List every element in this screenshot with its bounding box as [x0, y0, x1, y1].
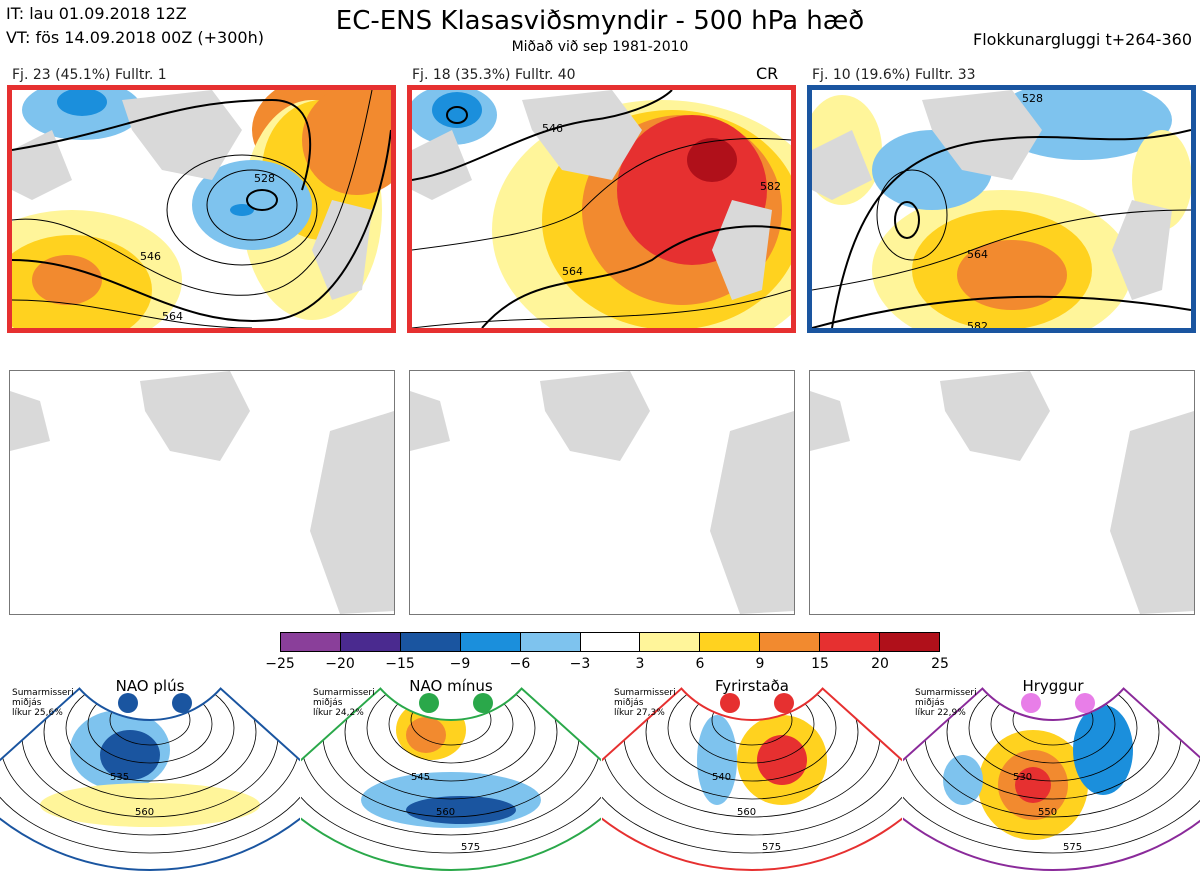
- regime-dot-icon: [720, 693, 740, 713]
- cluster-3-contour-label: 528: [1022, 92, 1043, 105]
- cluster-3-label: Fj. 10 (19.6%) Fulltr. 33: [812, 67, 976, 83]
- regime-info: Sumarmisseri miðjás líkur 24,2%: [313, 688, 375, 718]
- regime-dot-icon: [774, 693, 794, 713]
- colorbar-tick-label: −25: [265, 656, 295, 672]
- regime-fan-map: 530 550 575: [903, 687, 1200, 871]
- colorbar-tick-label: −15: [385, 656, 415, 672]
- colorbar-box: [339, 633, 400, 651]
- regime-panel: 545 560 575 NAO mínus Sumarmisseri miðjás líku…: [301, 677, 601, 871]
- regime-contour-label: 575: [762, 842, 781, 853]
- regime-fan-map: 540 560 575: [602, 687, 902, 871]
- colorbar-tick-label: −20: [325, 656, 355, 672]
- regime-name: NAO mínus: [409, 677, 493, 695]
- initial-time: IT: lau 01.09.2018 12Z: [6, 4, 187, 23]
- cluster-1-contour-label: 546: [140, 250, 161, 263]
- regime-contour-label: 530: [1013, 772, 1032, 783]
- cluster-2-contour-label: 582: [760, 180, 781, 193]
- window-label: Flokkunargluggi t+264-360: [973, 30, 1192, 49]
- cluster-3-map: 528 564 582: [807, 85, 1196, 333]
- regime-name: NAO plús: [115, 677, 185, 695]
- regime-contour-label: 575: [1063, 842, 1082, 853]
- colorbar-tick-label: −6: [509, 656, 531, 672]
- empty-map-2: [409, 370, 795, 615]
- colorbar-box: [759, 633, 820, 651]
- regime-contour-label: 540: [712, 772, 731, 783]
- colorbar-box: [639, 633, 700, 651]
- colorbar-box: [579, 633, 640, 651]
- colorbar-tick-label: 15: [811, 656, 829, 672]
- cluster-3-contour-label: 564: [967, 248, 988, 261]
- cluster-3-contour-label: 582: [967, 320, 988, 328]
- regime-contour-label: 550: [1038, 807, 1057, 818]
- colorbar-box: [399, 633, 460, 651]
- colorbar-tick-label: −9: [449, 656, 471, 672]
- colorbar-tick-label: 20: [871, 656, 889, 672]
- regime-panel: 530 550 575 Hryggur Sumarmisseri miðjás líkur …: [903, 677, 1200, 871]
- cluster-2-contour-label: 564: [562, 265, 583, 278]
- colorbar-tick-label: 25: [931, 656, 949, 672]
- regime-info: Sumarmisseri miðjás líkur 25,6%: [12, 688, 74, 718]
- regime-contour-label: 545: [411, 772, 430, 783]
- page-subtitle: Miðað við sep 1981-2010: [511, 39, 689, 55]
- regime-panel: 535 560 NAO plús Sumarmisseri miðjás líkur 25…: [0, 677, 300, 871]
- cluster-1-map: 528 546 564: [7, 85, 396, 333]
- regime-name: Hryggur: [1022, 677, 1084, 695]
- regime-info: Sumarmisseri miðjás líkur 27,3%: [614, 688, 676, 718]
- cluster-2-map: 546 564 582: [407, 85, 796, 333]
- regime-fan-map: 545 560 575: [301, 687, 601, 871]
- colorbar-box: [519, 633, 580, 651]
- regime-panels: 535 560 NAO plús Sumarmisseri miðjás líkur 25…: [0, 677, 1200, 871]
- regime-contour-label: 535: [110, 772, 129, 783]
- colorbar-box: [819, 633, 880, 651]
- regime-dot-icon: [1075, 693, 1095, 713]
- regime-dot-icon: [419, 693, 439, 713]
- regime-dot-icon: [118, 693, 138, 713]
- cluster-1-label: Fj. 23 (45.1%) Fulltr. 1: [12, 67, 167, 83]
- colorbar-tick-label: −3: [569, 656, 591, 672]
- regime-dot-icon: [473, 693, 493, 713]
- regime-fan-map: 535 560: [0, 687, 300, 871]
- regime-name: Fyrirstaða: [715, 677, 789, 695]
- cluster-1-contour-label: 528: [254, 172, 275, 185]
- regime-panel: 540 560 575 Fyrirstaða Sumarmisseri miðjás lík…: [602, 677, 902, 871]
- regime-contour-label: 560: [135, 807, 154, 818]
- cluster-2-contour-label: 546: [542, 122, 563, 135]
- valid-time: VT: fös 14.09.2018 00Z (+300h): [6, 28, 264, 47]
- colorbar-tick-label: 6: [695, 656, 705, 672]
- colorbar: [280, 632, 940, 652]
- colorbar-box: [459, 633, 520, 651]
- regime-contour-label: 560: [436, 807, 455, 818]
- cluster-2-label: Fj. 18 (35.3%) Fulltr. 40: [412, 67, 576, 83]
- regime-contour-label: 560: [737, 807, 756, 818]
- cluster-1-contour-label: 564: [162, 310, 183, 323]
- colorbar-box: [281, 633, 340, 651]
- cluster-2-tag: CR: [756, 64, 779, 83]
- regime-dot-icon: [172, 693, 192, 713]
- empty-map-3: [809, 370, 1195, 615]
- empty-map-1: [9, 370, 395, 615]
- colorbar-box: [879, 633, 939, 651]
- colorbar-ticks: −25 −20 −15 −9 −6 −3 3 6 9 15 20 25: [265, 656, 955, 674]
- regime-dot-icon: [1021, 693, 1041, 713]
- colorbar-tick-label: 9: [755, 656, 765, 672]
- regime-contour-label: 575: [461, 842, 480, 853]
- regime-info: Sumarmisseri miðjás líkur 22,9%: [915, 688, 977, 718]
- colorbar-tick-label: 3: [635, 656, 645, 672]
- page-title: EC-ENS Klasasviðsmyndir - 500 hPa hæð: [335, 6, 865, 36]
- colorbar-box: [699, 633, 760, 651]
